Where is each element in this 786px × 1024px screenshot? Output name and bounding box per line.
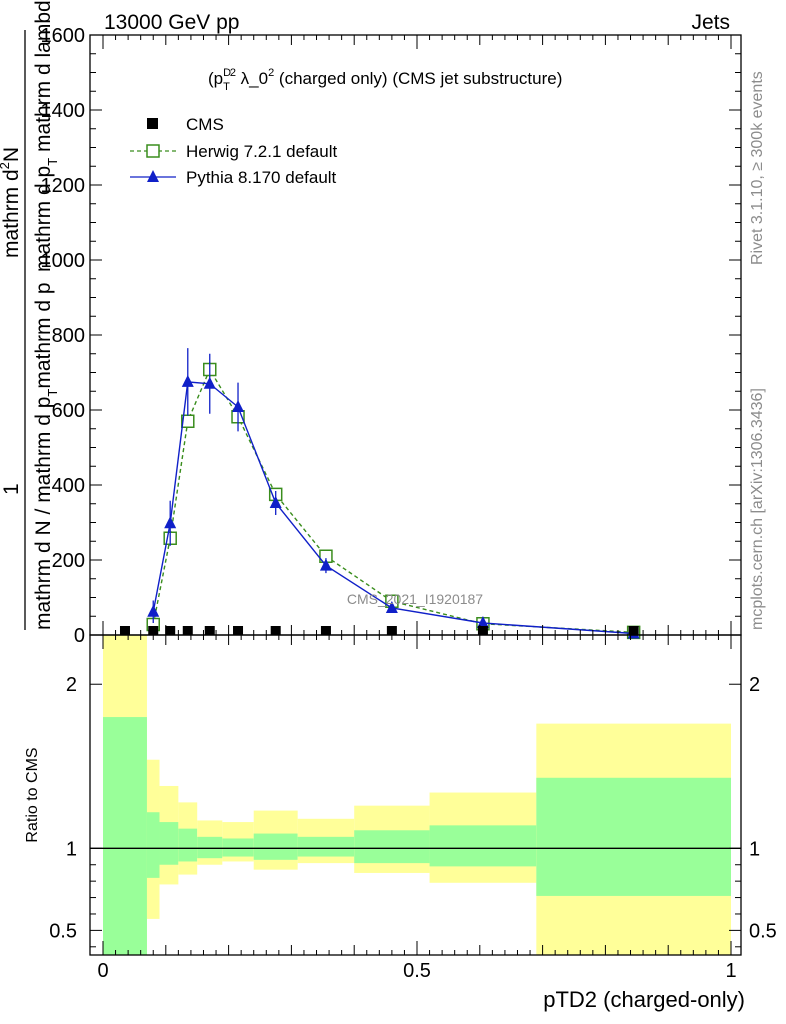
ratio-band-green	[103, 717, 147, 955]
ratio-band-green	[297, 836, 355, 857]
y-label-denominator: mathrm d pT mathrm d lambda	[32, 0, 60, 272]
legend-pythia-label: Pythia 8.170 default	[186, 168, 337, 187]
y-tick-label: 800	[52, 325, 85, 347]
ratio-band-green	[253, 833, 298, 860]
watermark: CMS_2021_I1920187	[347, 591, 483, 607]
legend-herwig-label: Herwig 7.2.1 default	[186, 142, 337, 161]
ratio-tick-label-right: 1	[749, 838, 760, 860]
ratio-frame	[89, 634, 742, 956]
y-tick-label: 0	[74, 625, 85, 647]
ratio-tick-label-right: 2	[749, 674, 760, 696]
cms-point	[119, 626, 130, 635]
legend: CMS Herwig 7.2.1 default Pythia 8.170 de…	[130, 115, 337, 187]
y-tick-label: 200	[52, 550, 85, 572]
legend-pythia-marker	[147, 170, 159, 182]
main-title: (pD T2 λ_02 (charged only) (CMS jet subst…	[208, 67, 562, 93]
ratio-tick-label-left: 1	[66, 838, 77, 860]
pythia-point	[385, 601, 398, 613]
axes: 0 200 400 600 800 1000 1200 1400 1600 0 0.5 1 0.5 0.5…	[41, 25, 777, 982]
y-label-lower: mathrm d N / mathrm d pTmathrm d p	[32, 282, 60, 630]
pythia-point	[181, 374, 194, 387]
y-tick-label: 1200	[41, 175, 86, 197]
x-tick-label: 0	[97, 960, 108, 982]
pythia-point	[232, 400, 245, 412]
ratio-band-green	[178, 828, 198, 862]
ratio-bands	[103, 635, 731, 955]
y-label-one: 1	[0, 483, 23, 495]
y-tick-label: 600	[52, 400, 85, 422]
ratio-band-green	[429, 825, 537, 867]
x-tick-label: 0.5	[403, 960, 431, 982]
pythia-point	[269, 496, 282, 508]
ratio-tick-label-left: 0.5	[49, 920, 77, 942]
y-axis-label: mathrm d2N mathrm d pT mathrm d lambda 1…	[0, 0, 60, 630]
pythia-point	[203, 376, 216, 389]
ratio-band-green	[146, 812, 160, 878]
legend-cms-marker	[147, 118, 158, 129]
pythia-line	[152, 381, 634, 635]
y-tick-label: 1400	[41, 100, 86, 122]
cms-point	[165, 626, 176, 635]
ratio-y-label: Ratio to CMS	[24, 747, 41, 842]
legend-herwig-marker	[146, 144, 160, 158]
y-tick-label: 400	[52, 475, 85, 497]
y-label-numerator: mathrm d2N	[0, 147, 23, 258]
rivet-label: Rivet 3.1.10, ≥ 300k events	[749, 71, 766, 265]
legend-cms-label: CMS	[186, 115, 224, 134]
y-tick-label: 1600	[41, 25, 86, 47]
ratio-band-green	[354, 830, 430, 864]
header-left: 13000 GeV pp	[104, 11, 239, 34]
pythia-point	[147, 604, 160, 617]
ratio-band-green	[159, 822, 179, 865]
pythia-point	[164, 516, 177, 529]
header-right: Jets	[691, 11, 730, 34]
ratio-band-green	[197, 836, 223, 859]
x-tick-label: 1	[725, 960, 736, 982]
cms-point	[270, 626, 281, 635]
cms-point	[182, 626, 193, 635]
pythia-point	[319, 558, 332, 571]
ratio-band-green	[536, 777, 731, 896]
cms-point	[477, 626, 488, 635]
ratio-tick-label-left: 2	[66, 674, 77, 696]
cms-point	[320, 626, 331, 635]
cms-point	[233, 626, 244, 635]
mcplots-label: mcplots.cern.ch [arXiv:1306.3436]	[749, 388, 766, 630]
ratio-band-green	[222, 838, 254, 857]
ratio-tick-label-right: 0.5	[749, 920, 777, 942]
x-axis-label: pTD2 (charged-only)	[543, 987, 745, 1012]
y-tick-label: 1000	[41, 250, 86, 272]
cms-point	[204, 626, 215, 635]
cms-point	[628, 626, 639, 635]
